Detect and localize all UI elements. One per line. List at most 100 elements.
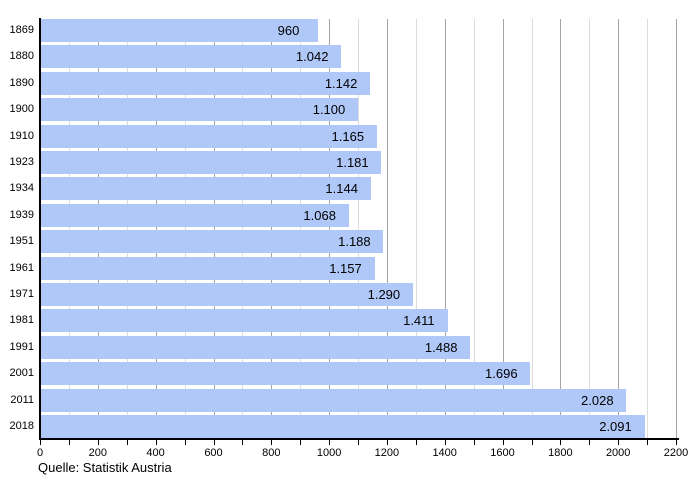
y-axis-label: 1923	[9, 156, 34, 168]
x-axis-tick	[300, 440, 302, 445]
bar-value-label: 1.144	[325, 181, 358, 197]
y-axis-label: 2018	[9, 420, 34, 432]
x-axis-tick	[647, 440, 649, 445]
bar-value-label: 2.091	[599, 419, 632, 434]
x-axis-tick	[242, 440, 244, 445]
major-gridline	[155, 19, 157, 438]
minor-gridline	[473, 19, 475, 438]
bar: 1.181	[40, 151, 382, 174]
y-axis-label: 2001	[9, 367, 34, 380]
bar: 1.290	[40, 283, 413, 306]
x-axis-tick	[589, 440, 591, 445]
minor-gridline	[300, 19, 302, 438]
major-gridline	[213, 19, 215, 438]
x-axis-tick-label: 200	[88, 447, 107, 459]
bar: 1.144	[40, 177, 371, 201]
bar-value-label: 2.028	[581, 392, 614, 408]
x-axis-tick-label: 1600	[490, 447, 515, 459]
minor-gridline	[184, 19, 186, 438]
minor-gridline	[531, 19, 533, 438]
x-axis-tick-label: 800	[262, 447, 281, 459]
minor-gridline	[358, 19, 359, 438]
bar: 2.028	[40, 388, 627, 412]
source-caption: Quelle: Statistik Austria	[38, 460, 172, 475]
x-axis-tick	[213, 440, 215, 445]
x-axis-tick-label: 400	[146, 447, 165, 459]
bar-value-label: 1.696	[485, 366, 518, 382]
x-axis-tick-label: 2000	[605, 447, 631, 459]
y-axis-label: 1951	[9, 235, 34, 248]
x-axis-tick-label: 1000	[316, 447, 342, 459]
bar: 1.188	[40, 230, 384, 254]
minor-gridline	[647, 19, 649, 438]
bar-value-label: 1.042	[295, 49, 329, 65]
major-gridline	[502, 19, 504, 438]
x-axis-tick	[184, 440, 186, 445]
bar-value-label: 1.411	[403, 313, 435, 329]
major-gridline	[386, 19, 388, 438]
x-axis-tick	[68, 440, 70, 445]
x-axis-tick	[444, 440, 446, 445]
major-gridline	[560, 19, 562, 438]
bar-value-label: 1.181	[336, 155, 369, 170]
y-axis-label: 1971	[9, 288, 34, 300]
bar: 1.165	[40, 124, 377, 148]
y-axis-label: 1910	[9, 129, 34, 142]
minor-gridline	[415, 19, 417, 438]
x-axis-tick	[329, 440, 331, 445]
bar-value-label: 1.142	[324, 75, 358, 91]
x-axis-tick-label: 0	[36, 447, 44, 459]
x-axis-tick-label: 1400	[432, 447, 457, 459]
bar-value-label: 1.165	[331, 128, 365, 144]
major-gridline	[271, 19, 273, 438]
bar: 1.100	[40, 98, 358, 122]
bar: 1.042	[40, 45, 342, 69]
y-axis-label: 1900	[9, 103, 34, 116]
x-axis-tick	[386, 440, 388, 445]
bar-value-label: 1.068	[303, 207, 336, 223]
bar: 1.488	[40, 335, 471, 359]
major-gridline	[444, 19, 446, 438]
x-axis-tick	[358, 440, 359, 445]
x-axis-tick	[271, 440, 273, 445]
x-axis-tick	[531, 440, 533, 445]
y-axis-label: 1934	[9, 182, 34, 195]
minor-gridline	[242, 19, 244, 438]
x-axis-tick	[676, 440, 677, 445]
bar-value-label: 1.157	[329, 260, 362, 276]
y-axis-label: 1981	[9, 314, 34, 327]
minor-gridline	[589, 19, 591, 438]
minor-gridline	[68, 19, 70, 438]
x-axis-tick-label: 2200	[663, 447, 689, 459]
x-axis-tick	[126, 440, 128, 445]
bar-value-label: 1.290	[367, 287, 401, 302]
y-axis-line	[39, 18, 41, 438]
major-gridline	[97, 19, 99, 438]
x-axis-tick	[40, 440, 41, 445]
bar: 1.068	[40, 203, 349, 227]
bar: 1.411	[40, 309, 448, 333]
bar: 1.157	[40, 256, 375, 280]
bar-value-label: 1.488	[424, 339, 458, 355]
bar: 1.142	[40, 71, 371, 95]
y-axis-label: 1961	[9, 261, 34, 274]
y-axis-label: 1939	[9, 208, 34, 221]
x-axis-tick	[618, 440, 620, 445]
major-gridline	[618, 19, 620, 438]
bar-value-label: 960	[277, 23, 300, 38]
x-axis-tick-label: 1800	[548, 447, 573, 459]
x-axis-tick	[473, 440, 475, 445]
x-axis-tick	[97, 440, 99, 445]
major-gridline	[329, 19, 331, 438]
x-axis-tick	[415, 440, 417, 445]
bar-value-label: 1.100	[312, 102, 346, 118]
y-axis-label: 2011	[10, 393, 34, 406]
x-axis-tick	[502, 440, 504, 445]
bar: 2.091	[40, 415, 645, 438]
x-axis-tick	[560, 440, 562, 445]
bar: 960	[40, 19, 318, 42]
y-axis-label: 1880	[9, 50, 34, 63]
x-axis-tick-label: 1200	[374, 447, 400, 459]
x-axis-line	[39, 438, 679, 440]
